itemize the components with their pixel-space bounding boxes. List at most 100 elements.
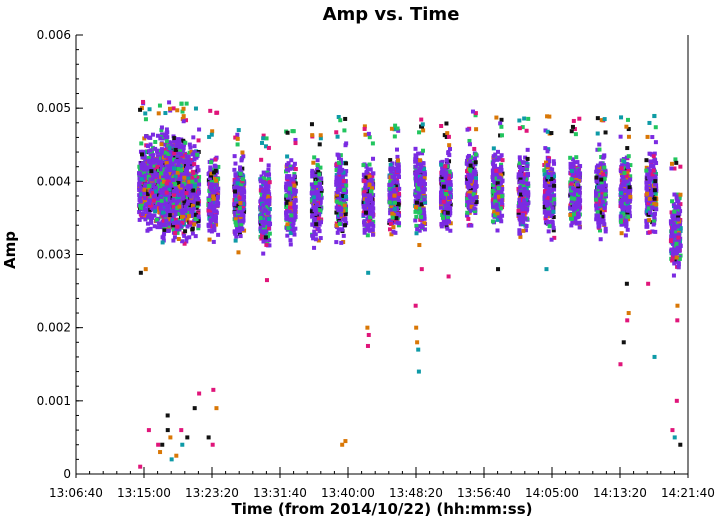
data-point (153, 209, 158, 214)
data-point (316, 169, 321, 174)
data-point (421, 178, 426, 183)
data-point (192, 162, 197, 167)
data-point (147, 165, 152, 170)
data-point (469, 176, 474, 181)
data-point (156, 111, 161, 116)
data-point (341, 179, 346, 184)
data-point (546, 172, 551, 177)
data-point (552, 161, 557, 166)
data-point (213, 183, 218, 188)
data-point (444, 171, 449, 176)
data-point (419, 198, 424, 203)
data-point (191, 135, 196, 140)
data-point (521, 184, 526, 189)
data-point (184, 236, 189, 241)
data-point (368, 167, 373, 172)
data-point (160, 132, 165, 137)
data-point (340, 185, 345, 190)
data-point (473, 185, 478, 190)
data-point (171, 202, 176, 207)
data-point (370, 182, 375, 187)
outlier-point (210, 442, 215, 447)
data-point (545, 196, 550, 201)
data-point (184, 184, 189, 189)
data-point (469, 155, 474, 160)
data-point (195, 203, 200, 208)
data-point (170, 225, 175, 230)
data-point (414, 231, 419, 236)
data-point (159, 149, 164, 154)
data-point (312, 199, 317, 204)
data-point (474, 127, 479, 132)
data-point (391, 180, 396, 185)
data-point (516, 208, 521, 213)
data-point (551, 228, 556, 233)
data-point (139, 194, 144, 199)
data-point (447, 171, 452, 176)
data-point (188, 222, 193, 227)
data-point (335, 230, 340, 235)
data-point (518, 177, 523, 182)
data-point (167, 197, 172, 202)
data-point (212, 228, 217, 233)
data-point (439, 190, 444, 195)
data-point (240, 204, 245, 209)
data-point (544, 199, 549, 204)
data-point (267, 223, 272, 228)
data-point (165, 135, 170, 140)
data-point (440, 212, 445, 217)
data-point (168, 156, 173, 161)
data-point (443, 180, 448, 185)
data-point (151, 184, 156, 189)
data-point (165, 210, 170, 215)
data-point (498, 206, 503, 211)
data-point (185, 158, 190, 163)
data-point (525, 172, 530, 177)
data-point (440, 170, 445, 175)
data-point (164, 127, 169, 132)
data-point (211, 239, 216, 244)
data-point (314, 202, 319, 207)
data-point (167, 161, 172, 166)
data-point (545, 165, 550, 170)
data-point (160, 175, 165, 180)
data-point (149, 169, 154, 174)
outlier-point (446, 274, 451, 279)
data-point (388, 162, 393, 167)
data-point (549, 237, 554, 242)
data-point (414, 200, 419, 205)
data-point (288, 164, 293, 169)
data-point (235, 132, 240, 137)
data-point (310, 233, 315, 238)
data-point (186, 208, 191, 213)
scan-10 (334, 115, 349, 447)
data-point (362, 193, 367, 198)
data-point (288, 201, 293, 206)
data-point (316, 216, 321, 221)
data-point (150, 145, 155, 150)
data-point (542, 195, 547, 200)
data-point (339, 176, 344, 181)
data-point (416, 195, 421, 200)
data-point (413, 157, 418, 162)
data-point (214, 222, 219, 227)
data-point (313, 211, 318, 216)
data-point (341, 170, 346, 175)
data-point (445, 164, 450, 169)
data-point (240, 227, 245, 232)
data-point (176, 220, 181, 225)
data-point (193, 234, 198, 239)
data-point (163, 154, 168, 159)
data-point (495, 211, 500, 216)
data-point (174, 144, 179, 149)
data-point (260, 206, 265, 211)
data-point (191, 188, 196, 193)
data-point (443, 186, 448, 191)
data-point (318, 236, 323, 241)
data-point (364, 164, 369, 169)
data-point (266, 190, 271, 195)
data-point (196, 223, 201, 228)
data-point (158, 136, 163, 141)
data-point (370, 203, 375, 208)
data-point (237, 231, 242, 236)
